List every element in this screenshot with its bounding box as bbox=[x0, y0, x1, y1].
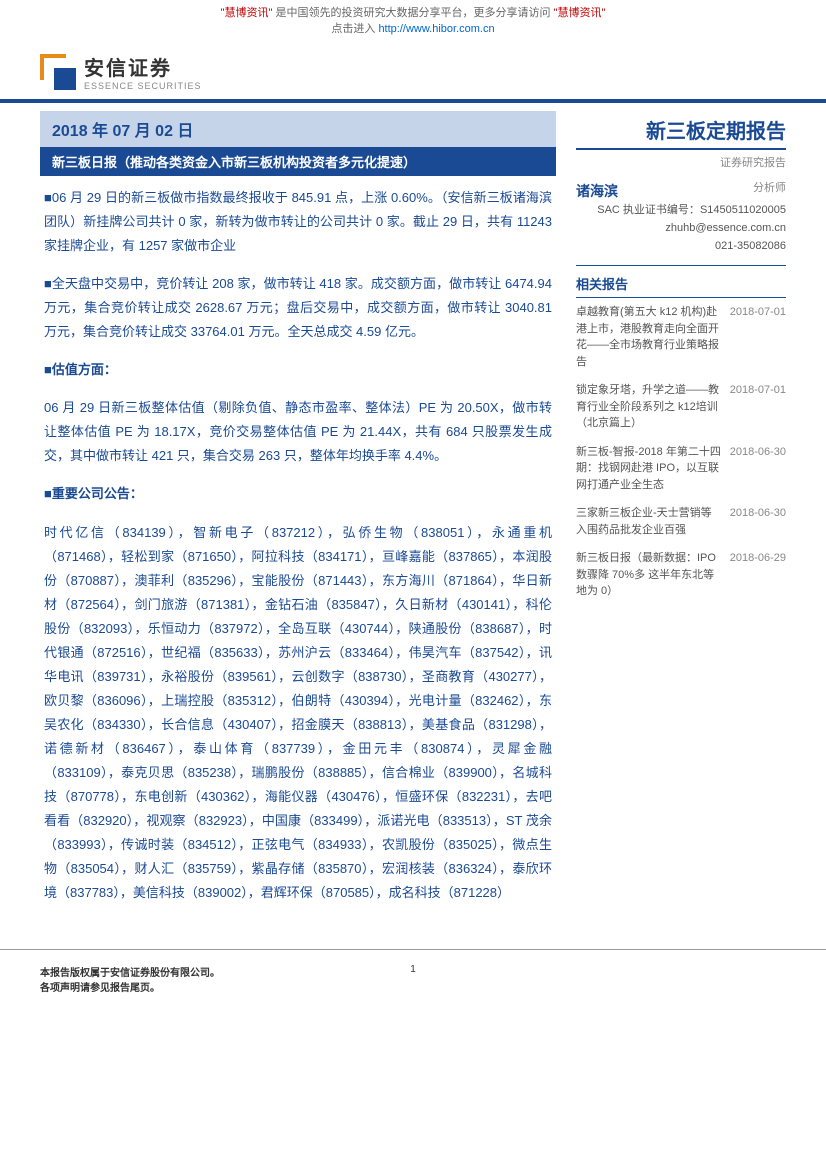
logo-en: ESSENCE SECURITIES bbox=[84, 81, 202, 91]
related-item: 卓越教育(第五大 k12 机构)赴港上市，港股教育走向全面开花——全市场教育行业… bbox=[576, 298, 786, 376]
title-band: 新三板日报（推动各类资金入市新三板机构投资者多元化提速） bbox=[40, 147, 556, 176]
banner-url[interactable]: http://www.hibor.com.cn bbox=[378, 23, 494, 35]
related-item: 新三板-智报-2018 年第二十四期：找钢网赴港 IPO，以互联网打通产业全生态… bbox=[576, 438, 786, 500]
related-item: 锁定象牙塔，升学之道——教育行业全阶段系列之 k12培训（北京篇上）2018-0… bbox=[576, 376, 786, 438]
top-banner: "慧博资讯" 是中国领先的投资研究大数据分享平台，更多分享请访问 "慧博资讯" … bbox=[0, 0, 826, 40]
banner-brand-2: "慧博资讯" bbox=[554, 7, 606, 19]
analyst-block: 诸海滨 分析师 SAC 执业证书编号：S1450511020005 zhuhb@… bbox=[576, 180, 786, 266]
related-item: 新三板日报（最新数据：IPO 数骤降 70%多 这半年东北等地为 0）2018-… bbox=[576, 544, 786, 606]
analyst-role: 分析师 bbox=[753, 180, 786, 202]
logo-block: 安信证券 ESSENCE SECURITIES bbox=[40, 52, 202, 91]
related-head: 相关报告 bbox=[576, 266, 786, 298]
banner-click: 点击进入 bbox=[331, 23, 375, 35]
header: 安信证券 ESSENCE SECURITIES bbox=[0, 40, 826, 103]
related-item: 三家新三板企业-天士营销等入围药品批发企业百强2018-06-30 bbox=[576, 499, 786, 544]
para-4: 时代亿信（834139），智新电子（837212），弘侨生物（838051），永… bbox=[44, 521, 552, 906]
side-column: 新三板定期报告 证券研究报告 诸海滨 分析师 SAC 执业证书编号：S14505… bbox=[576, 103, 786, 929]
banner-mid: 是中国领先的投资研究大数据分享平台，更多分享请访问 bbox=[276, 7, 551, 19]
banner-brand-1: "慧博资讯" bbox=[221, 7, 273, 19]
side-title: 新三板定期报告 bbox=[576, 115, 786, 150]
logo-cn: 安信证券 bbox=[84, 52, 202, 81]
para-2: ■全天盘中交易中，竞价转让 208 家，做市转让 418 家。成交额方面，做市转… bbox=[44, 272, 552, 344]
footer-line-2: 各项声明请参见报告尾页。 bbox=[40, 979, 786, 994]
body-text: ■06 月 29 日的新三板做市指数最终报收于 845.91 点，上涨 0.60… bbox=[40, 176, 556, 929]
sac-no: S1450511020005 bbox=[700, 204, 786, 216]
footer: 本报告版权属于安信证券股份有限公司。 各项声明请参见报告尾页。 1 bbox=[0, 949, 826, 1014]
analyst-name: 诸海滨 bbox=[576, 180, 618, 202]
sac-label: SAC 执业证书编号： bbox=[597, 204, 700, 216]
page-number: 1 bbox=[410, 964, 416, 975]
analyst-phone: 021-35082086 bbox=[576, 238, 786, 256]
para-1: ■06 月 29 日的新三板做市指数最终报收于 845.91 点，上涨 0.60… bbox=[44, 186, 552, 258]
date-band: 2018 年 07 月 02 日 bbox=[40, 111, 556, 147]
related-list: 卓越教育(第五大 k12 机构)赴港上市，港股教育走向全面开花——全市场教育行业… bbox=[576, 298, 786, 606]
main-column: 2018 年 07 月 02 日 新三板日报（推动各类资金入市新三板机构投资者多… bbox=[40, 103, 556, 929]
logo-icon bbox=[40, 54, 76, 90]
section-valuation-head: ■估值方面： bbox=[44, 358, 552, 382]
side-sub: 证券研究报告 bbox=[576, 150, 786, 180]
analyst-email: zhuhb@essence.com.cn bbox=[576, 220, 786, 238]
section-announce-head: ■重要公司公告： bbox=[44, 482, 552, 506]
para-3: 06 月 29 日新三板整体估值（剔除负值、静态市盈率、整体法）PE 为 20.… bbox=[44, 396, 552, 468]
